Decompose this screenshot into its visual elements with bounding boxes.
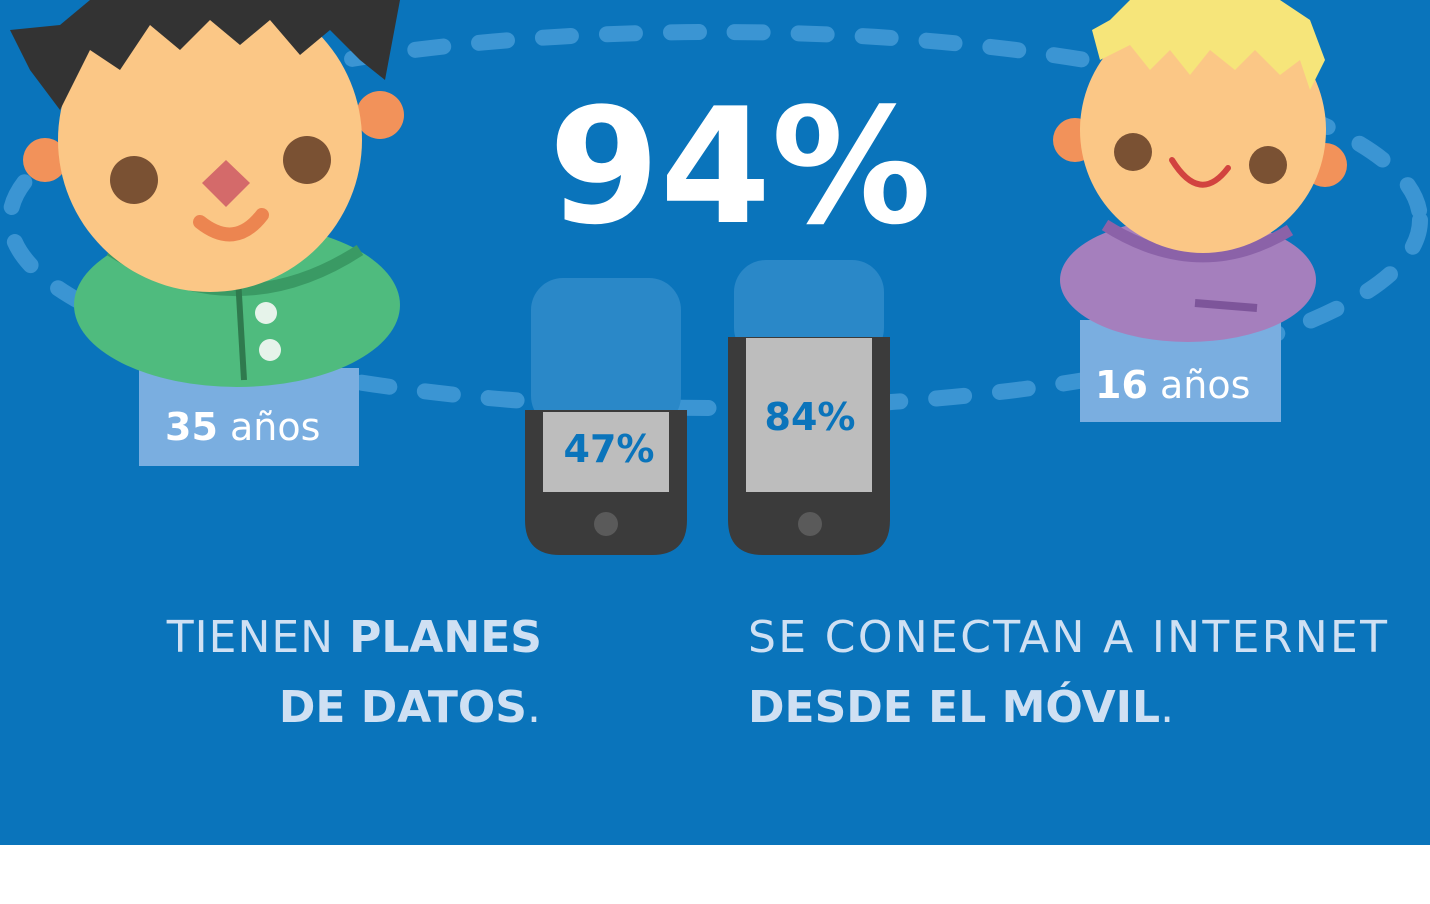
page: 35 años 16 años 94% 47% 84% TIENEN PLANE… <box>0 0 1430 904</box>
phone-label: 84% <box>765 395 856 439</box>
infographic: 35 años 16 años 94% 47% 84% TIENEN PLANE… <box>0 0 1430 904</box>
caption-line: DESDE EL MÓVIL. <box>748 680 1175 733</box>
phone-label: 47% <box>564 427 655 471</box>
caption-bold: PLANES <box>349 612 542 663</box>
caption-text: . <box>1160 682 1175 733</box>
age-label: 35 años <box>165 405 320 449</box>
age-unit: años <box>230 405 320 449</box>
phone: 47% <box>525 278 687 555</box>
age-number: 16 <box>1095 363 1148 407</box>
caption-line: DE DATOS. <box>279 682 542 733</box>
caption-text: TIENEN <box>166 612 349 663</box>
age-label: 16 años <box>1095 363 1250 407</box>
headline: 94% <box>549 73 932 260</box>
caption-line: SE CONECTAN A INTERNET <box>748 612 1388 663</box>
caption-text: SE CONECTAN A INTERNET <box>748 612 1388 663</box>
caption-bold: DESDE EL MÓVIL <box>748 680 1160 733</box>
phone: 84% <box>728 260 890 555</box>
age-number: 35 <box>165 405 218 449</box>
caption-text: . <box>527 682 542 733</box>
age-unit: años <box>1160 363 1250 407</box>
caption-bold: DE DATOS <box>279 682 527 733</box>
caption-line: TIENEN PLANES <box>166 612 542 663</box>
